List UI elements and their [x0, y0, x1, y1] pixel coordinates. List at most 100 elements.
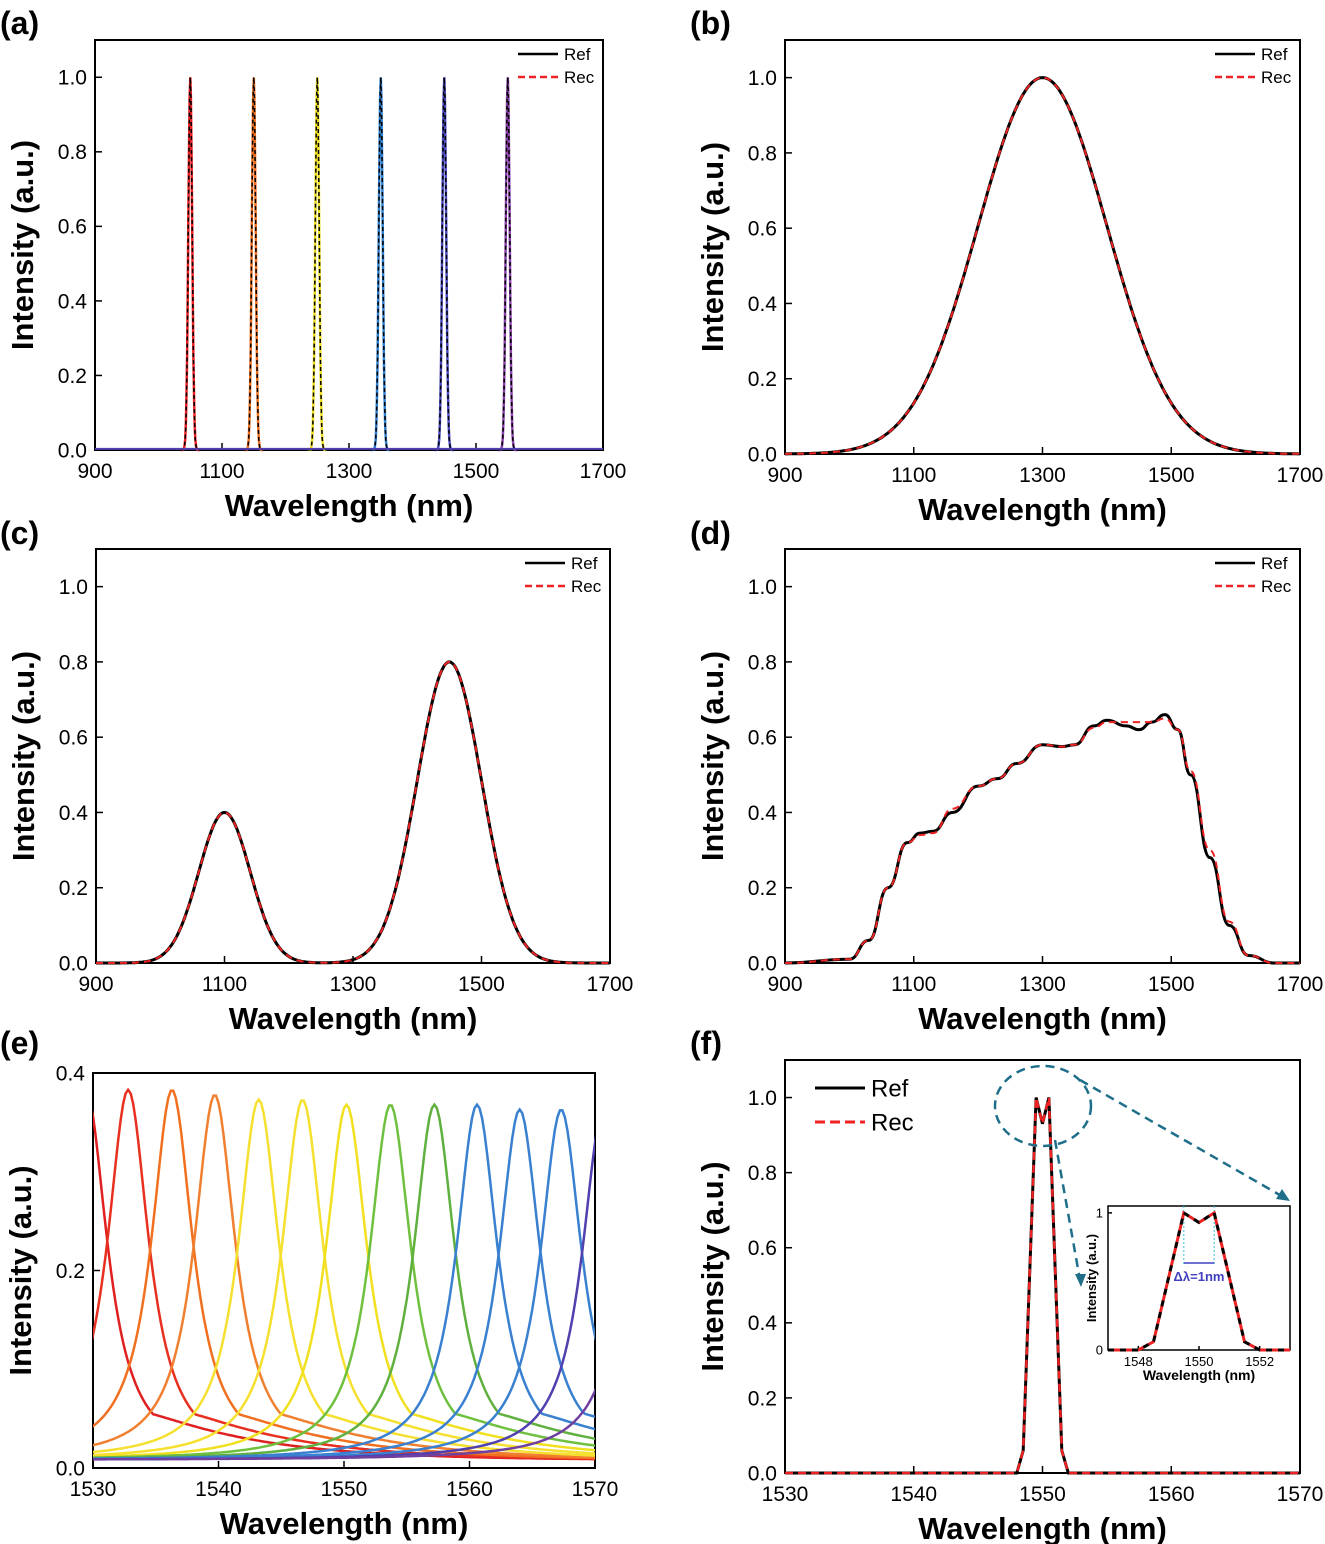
y-axis-label: Intensity (a.u.) — [3, 1165, 38, 1375]
legend-rec-label: Rec — [1261, 68, 1292, 87]
legend-ref-label: Ref — [571, 554, 598, 573]
spectrum-peak-9 — [93, 1102, 595, 1460]
ref-line — [784, 713, 1300, 965]
zoom-arrow-bottom — [1053, 1139, 1082, 1281]
x-tick-label: 1500 — [1148, 973, 1195, 996]
rec-peak-4 — [371, 77, 391, 452]
plot-frame — [92, 1072, 596, 1469]
y-tick-label: 0.0 — [56, 1457, 85, 1480]
rec-line — [784, 717, 1300, 964]
legend-ref-label: Ref — [871, 1075, 909, 1102]
y-tick-label: 1.0 — [748, 1087, 777, 1110]
panel-label: (b) — [690, 5, 731, 41]
spectrum-peak-5 — [93, 1097, 595, 1457]
y-tick-label: 0.6 — [58, 216, 87, 239]
x-tick-label: 1500 — [453, 460, 500, 483]
x-tick-label: 1530 — [70, 1478, 117, 1501]
y-tick-label: 0.0 — [59, 952, 88, 975]
panel-a: (a) 900 1100 1300 1500 1700 0.0 0.2 0.4 0.6 0.8 1.0… — [0, 5, 626, 523]
y-tick-label: 0.8 — [748, 1162, 777, 1185]
y-tick-label: 0.4 — [748, 802, 778, 825]
plot-frame — [94, 39, 604, 451]
rec-peak-3 — [307, 77, 327, 452]
spectrum-peak-6 — [93, 1099, 595, 1457]
x-axis-label: Wavelength (nm) — [918, 1001, 1167, 1036]
x-axis-label: Wavelength (nm) — [1143, 1367, 1255, 1383]
spectrum-peak-8 — [93, 1104, 595, 1459]
y-tick-label: 0.6 — [748, 1237, 777, 1260]
x-tick-label: 1100 — [202, 973, 247, 996]
delta-annotation: Δλ=1nm — [1174, 1269, 1225, 1284]
spectrum-peak-11 — [93, 1107, 595, 1461]
panel-c: (c) 900 1100 1300 1500 1700 0.0 0.2 0.4 0.6 0.8 1.0… — [0, 515, 633, 1036]
x-tick-label: 1100 — [891, 973, 936, 996]
rec-line — [785, 1097, 1300, 1475]
y-tick-label: 0.2 — [748, 368, 777, 391]
x-tick-label: 1530 — [762, 1483, 809, 1506]
y-tick-label: 0.8 — [58, 141, 87, 164]
y-tick-label: 1.0 — [58, 67, 87, 90]
y-tick-label: 0.6 — [748, 218, 777, 241]
spectrum-peak-12 — [93, 1109, 595, 1461]
x-tick-label: 900 — [78, 973, 113, 996]
y-tick-label: 0.0 — [58, 439, 87, 462]
legend-rec-label: Rec — [871, 1109, 914, 1136]
x-tick-label: 1560 — [1148, 1483, 1195, 1506]
y-tick-label: 1.0 — [748, 67, 777, 90]
x-tick-label: 1300 — [1019, 464, 1066, 487]
legend-rec-label: Rec — [1261, 577, 1292, 596]
y-tick-label: 0.0 — [748, 952, 777, 975]
panel-b: (b) 900 1100 1300 1500 1700 0.0 0.2 0.4 0.6 0.8 1.0… — [690, 5, 1323, 527]
x-tick-label: 900 — [767, 464, 802, 487]
x-tick-label: 1700 — [1277, 464, 1324, 487]
legend-ref-label: Ref — [564, 45, 591, 64]
x-tick-label: 900 — [767, 973, 802, 996]
legend-ref-label: Ref — [1261, 554, 1288, 573]
y-tick-label: 0.2 — [748, 877, 777, 900]
panel-e: (e) 1530 1540 1550 1560 1570 0.0 0.2 0.4 Waveleng… — [0, 1025, 618, 1541]
y-tick-label: 0 — [1096, 1343, 1103, 1358]
y-tick-label: 0.4 — [748, 293, 778, 316]
spectrum-peak-4 — [93, 1094, 595, 1459]
spectrum-peak-7 — [93, 1102, 595, 1458]
x-tick-label: 1550 — [1019, 1483, 1066, 1506]
rec-peak-1 — [180, 77, 200, 452]
y-tick-label: 0.6 — [59, 727, 88, 750]
y-axis-label: Intensity (a.u.) — [5, 140, 40, 350]
rec-peak-2 — [244, 77, 264, 452]
y-tick-label: 0.8 — [59, 651, 88, 674]
x-tick-label: 1548 — [1124, 1354, 1153, 1369]
y-axis-label: Intensity (a.u.) — [695, 142, 730, 352]
plot-frame — [95, 548, 611, 964]
y-tick-label: 0.0 — [748, 1462, 777, 1485]
y-axis-label: Intensity (a.u.) — [695, 1161, 730, 1371]
plot-frame — [784, 39, 1301, 455]
x-tick-label: 1300 — [326, 460, 373, 483]
x-tick-label: 1570 — [1277, 1483, 1324, 1506]
arrowhead-icon — [1075, 1274, 1086, 1287]
y-tick-label: 1.0 — [748, 576, 777, 599]
peak-series — [93, 1087, 595, 1461]
inset-ref-line — [1108, 1210, 1290, 1352]
spectrum-peak-3 — [93, 1089, 595, 1460]
y-axis-label: Intensity (a.u.) — [6, 651, 41, 861]
spectrum-peak-10 — [93, 1102, 595, 1460]
panel-label: (f) — [690, 1025, 722, 1061]
x-axis-label: Wavelength (nm) — [229, 1001, 478, 1036]
y-tick-label: 0.2 — [56, 1260, 85, 1283]
x-tick-label: 1100 — [891, 464, 936, 487]
panel-label: (e) — [0, 1025, 39, 1061]
x-tick-label: 1500 — [458, 973, 505, 996]
x-tick-label: 1540 — [195, 1478, 242, 1501]
x-tick-label: 1300 — [1019, 973, 1066, 996]
spectrum-peak-14 — [93, 1387, 595, 1461]
x-tick-label: 1300 — [330, 973, 377, 996]
y-tick-label: 0.8 — [748, 651, 777, 674]
x-axis-label: Wavelength (nm) — [918, 492, 1167, 527]
x-axis-label: Wavelength (nm) — [918, 1511, 1167, 1544]
y-tick-label: 0.4 — [58, 290, 88, 313]
y-tick-label: 0.2 — [58, 365, 87, 388]
spectrum-peak-1 — [93, 1109, 595, 1461]
rec-line — [96, 660, 610, 964]
